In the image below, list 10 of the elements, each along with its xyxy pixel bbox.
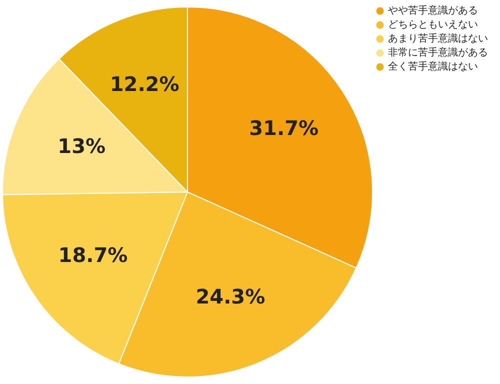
data-label: 18.7% — [58, 243, 128, 268]
data-label: 12.2% — [110, 72, 180, 96]
data-label: 13% — [58, 134, 106, 158]
legend-label: 全く苦手意識はない — [388, 60, 478, 73]
data-label: 31.7% — [249, 116, 319, 140]
legend-label: あまり苦手意識はない — [388, 32, 488, 45]
legend-label: やや苦手意識がある — [388, 4, 478, 17]
legend-label: どちらともいえない — [388, 20, 478, 31]
legend-label: 非常に苦手意識がある — [388, 46, 488, 59]
data-label: 24.3% — [196, 284, 266, 309]
